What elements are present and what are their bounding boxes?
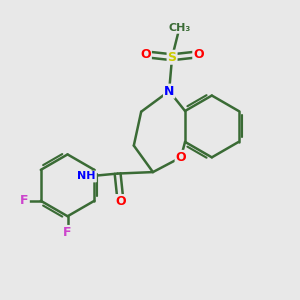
Text: O: O [140,48,151,61]
Text: F: F [63,226,72,239]
Text: N: N [164,85,174,98]
Text: S: S [168,51,177,64]
Text: O: O [193,48,204,61]
Text: O: O [115,195,126,208]
Text: O: O [176,151,186,164]
Text: CH₃: CH₃ [168,23,190,33]
Text: F: F [20,194,29,207]
Text: NH: NH [77,172,96,182]
